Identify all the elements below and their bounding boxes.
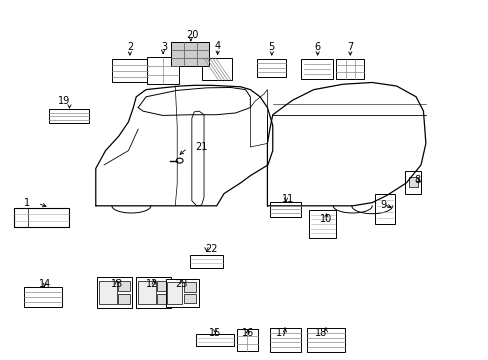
Text: 23: 23 xyxy=(175,279,187,289)
FancyBboxPatch shape xyxy=(24,287,62,307)
Text: 10: 10 xyxy=(320,215,332,224)
FancyBboxPatch shape xyxy=(157,281,168,291)
Text: 16: 16 xyxy=(242,328,254,338)
Text: 2: 2 xyxy=(126,42,133,52)
Text: 17: 17 xyxy=(276,328,288,338)
FancyBboxPatch shape xyxy=(99,281,117,304)
FancyBboxPatch shape xyxy=(306,328,344,352)
FancyBboxPatch shape xyxy=(165,279,198,307)
FancyBboxPatch shape xyxy=(112,59,148,82)
FancyBboxPatch shape xyxy=(167,282,182,303)
Text: 3: 3 xyxy=(161,42,167,52)
FancyBboxPatch shape xyxy=(189,255,223,267)
FancyBboxPatch shape xyxy=(157,293,168,304)
FancyBboxPatch shape xyxy=(405,171,420,194)
Text: 13: 13 xyxy=(110,279,122,289)
FancyBboxPatch shape xyxy=(257,59,286,77)
Text: 9: 9 xyxy=(380,200,386,210)
Text: 12: 12 xyxy=(145,279,158,289)
FancyBboxPatch shape xyxy=(183,294,196,303)
FancyBboxPatch shape xyxy=(183,282,196,292)
FancyBboxPatch shape xyxy=(237,329,257,351)
Text: 22: 22 xyxy=(204,244,217,254)
FancyBboxPatch shape xyxy=(171,41,209,66)
FancyBboxPatch shape xyxy=(118,293,129,304)
Text: 6: 6 xyxy=(314,42,320,52)
Text: 15: 15 xyxy=(209,328,221,338)
FancyBboxPatch shape xyxy=(301,59,332,78)
Text: 1: 1 xyxy=(24,198,31,208)
Text: 19: 19 xyxy=(58,96,70,106)
FancyBboxPatch shape xyxy=(49,109,89,123)
FancyBboxPatch shape xyxy=(118,281,129,291)
FancyBboxPatch shape xyxy=(14,208,69,227)
FancyBboxPatch shape xyxy=(335,59,364,78)
FancyBboxPatch shape xyxy=(407,177,417,188)
FancyBboxPatch shape xyxy=(309,210,335,238)
Text: 5: 5 xyxy=(267,42,274,52)
FancyBboxPatch shape xyxy=(195,334,233,346)
FancyBboxPatch shape xyxy=(147,57,178,84)
FancyBboxPatch shape xyxy=(270,328,300,352)
Text: 21: 21 xyxy=(195,142,207,152)
Text: 8: 8 xyxy=(414,175,420,185)
Text: 14: 14 xyxy=(39,279,51,289)
Text: 20: 20 xyxy=(186,30,198,40)
FancyBboxPatch shape xyxy=(202,58,232,80)
Text: 18: 18 xyxy=(315,328,327,338)
Text: 7: 7 xyxy=(347,42,353,52)
FancyBboxPatch shape xyxy=(136,277,171,308)
FancyBboxPatch shape xyxy=(374,194,394,224)
FancyBboxPatch shape xyxy=(270,202,300,217)
Text: 11: 11 xyxy=(282,194,294,204)
FancyBboxPatch shape xyxy=(97,277,132,308)
FancyBboxPatch shape xyxy=(138,281,156,304)
Text: 4: 4 xyxy=(214,41,220,50)
